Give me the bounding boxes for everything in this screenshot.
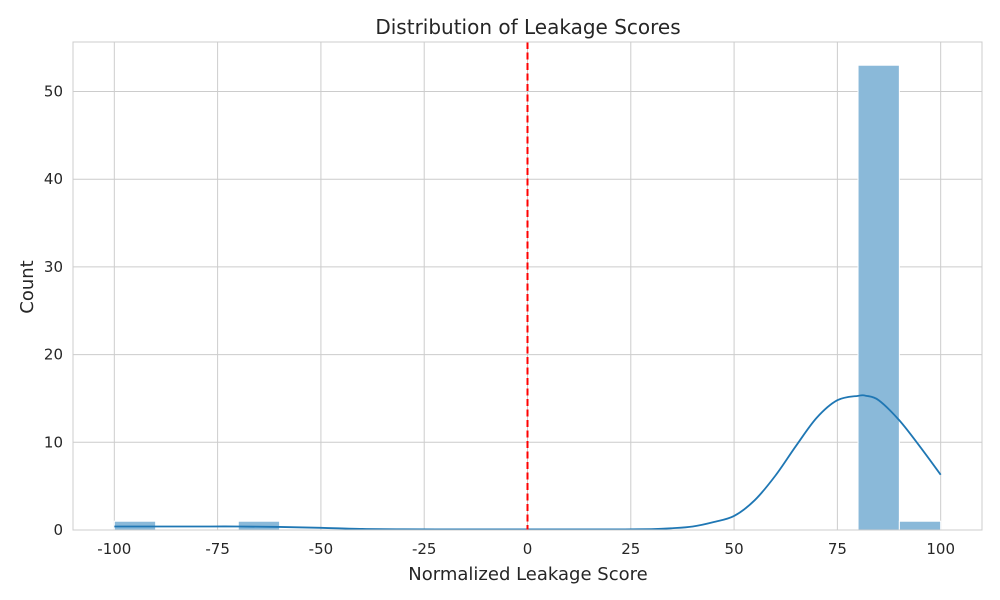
y-tick-label: 30 (44, 258, 63, 276)
kde-curve (114, 394, 942, 531)
kde-layer (114, 394, 942, 531)
histogram-bar (237, 520, 281, 531)
x-axis-label: Normalized Leakage Score (408, 564, 647, 585)
x-tick-label: -100 (97, 540, 131, 558)
x-tick-label: -50 (309, 540, 334, 558)
x-tick-label: 0 (523, 540, 533, 558)
x-tick-label: -75 (205, 540, 230, 558)
plot-frame (72, 41, 983, 531)
y-tick-label: 50 (44, 83, 63, 101)
y-tick-label: 40 (44, 170, 63, 188)
histogram-bar (857, 64, 900, 531)
y-tick-label: 0 (53, 521, 63, 539)
x-tick-label: 50 (725, 540, 744, 558)
chart-title: Distribution of Leakage Scores (375, 15, 680, 39)
x-tick-label: 75 (828, 540, 847, 558)
x-tick-label: 25 (621, 540, 640, 558)
y-tick-labels: 0 10 20 30 40 50 (44, 83, 63, 539)
y-tick-label: 10 (44, 433, 63, 451)
y-tick-label: 20 (44, 346, 63, 364)
y-axis-label: Count (17, 260, 38, 313)
x-tick-labels: -100 -75 -50 -25 0 25 50 75 100 (97, 540, 955, 558)
x-tick-label: 100 (926, 540, 955, 558)
bar-layer (113, 64, 942, 531)
histogram-bar (898, 520, 942, 531)
x-tick-label: -25 (412, 540, 437, 558)
